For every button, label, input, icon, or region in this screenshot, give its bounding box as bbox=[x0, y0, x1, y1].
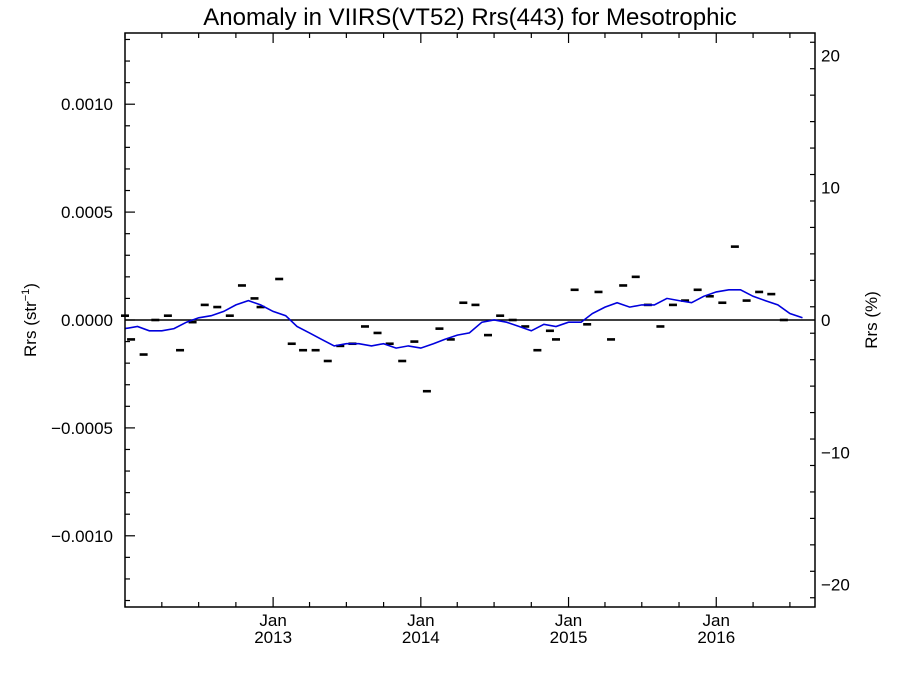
x-tick-month-label: Jan bbox=[703, 611, 730, 630]
x-tick-month-label: Jan bbox=[259, 611, 286, 630]
y2-tick-label: 0 bbox=[821, 311, 830, 330]
y-tick-label: −0.0010 bbox=[51, 527, 113, 546]
x-tick-year-label: 2015 bbox=[550, 628, 588, 647]
monthly-anomaly-markers bbox=[121, 245, 788, 393]
y2-tick-label: −10 bbox=[821, 443, 850, 462]
y-tick-label: 0.0005 bbox=[61, 203, 113, 222]
plot-frame bbox=[124, 32, 816, 608]
x-tick-year-label: 2016 bbox=[697, 628, 735, 647]
x-tick-year-label: 2013 bbox=[254, 628, 292, 647]
y-tick-label: 0.0010 bbox=[61, 95, 113, 114]
tick-labels: 0.0010 0.0005 0.0000 −0.0005 −0.0010 20 10 0 −10… bbox=[51, 46, 850, 647]
chart-title: Anomaly in VIIRS(VT52) Rrs(443) for Meso… bbox=[203, 4, 737, 31]
x-tick-month-label: Jan bbox=[407, 611, 434, 630]
y2-tick-label: −20 bbox=[821, 576, 850, 595]
y-axis-label: Rrs (str−1) bbox=[20, 283, 40, 357]
y2-tick-label: 10 bbox=[821, 179, 840, 198]
x-tick-year-label: 2014 bbox=[402, 628, 440, 647]
x-tick-month-label: Jan bbox=[555, 611, 582, 630]
running-mean-line bbox=[124, 289, 803, 349]
y2-tick-label: 20 bbox=[821, 46, 840, 65]
y-tick-label: −0.0005 bbox=[51, 419, 113, 438]
y-tick-label: 0.0000 bbox=[61, 311, 113, 330]
y2-axis-label: Rrs (%) bbox=[862, 291, 881, 349]
